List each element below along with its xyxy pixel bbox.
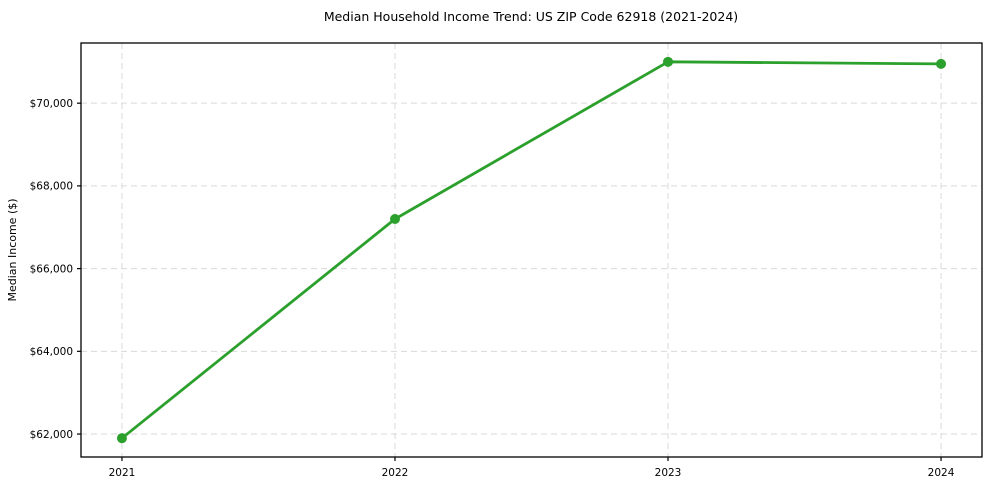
y-axis-label: Median Income ($) bbox=[6, 198, 19, 301]
data-point-2023 bbox=[663, 56, 674, 67]
gridlines bbox=[81, 43, 982, 457]
series-line-median-household-income bbox=[120, 60, 943, 440]
x-tick-label: 2023 bbox=[655, 467, 682, 479]
x-tick-labels: 2021 2022 2023 2024 bbox=[109, 467, 955, 479]
data-series bbox=[116, 56, 947, 444]
y-tick-label: $68,000 bbox=[30, 181, 73, 193]
data-point-2021 bbox=[116, 433, 127, 444]
x-tick-label: 2021 bbox=[109, 467, 136, 479]
chart-title: Median Household Income Trend: US ZIP Co… bbox=[324, 9, 738, 24]
y-tick-label: $64,000 bbox=[30, 346, 73, 358]
y-tick-label: $70,000 bbox=[30, 98, 73, 110]
axis-ticks bbox=[77, 102, 942, 461]
data-point-2022 bbox=[389, 213, 400, 224]
x-tick-label: 2022 bbox=[382, 467, 409, 479]
plot-border bbox=[80, 42, 983, 458]
x-tick-label: 2024 bbox=[928, 467, 955, 479]
y-tick-label: $66,000 bbox=[30, 263, 73, 275]
y-tick-label: $62,000 bbox=[30, 429, 73, 441]
data-point-2024 bbox=[936, 58, 947, 69]
y-tick-labels: $62,000 $64,000 $66,000 $68,000 $70,000 bbox=[30, 98, 73, 441]
